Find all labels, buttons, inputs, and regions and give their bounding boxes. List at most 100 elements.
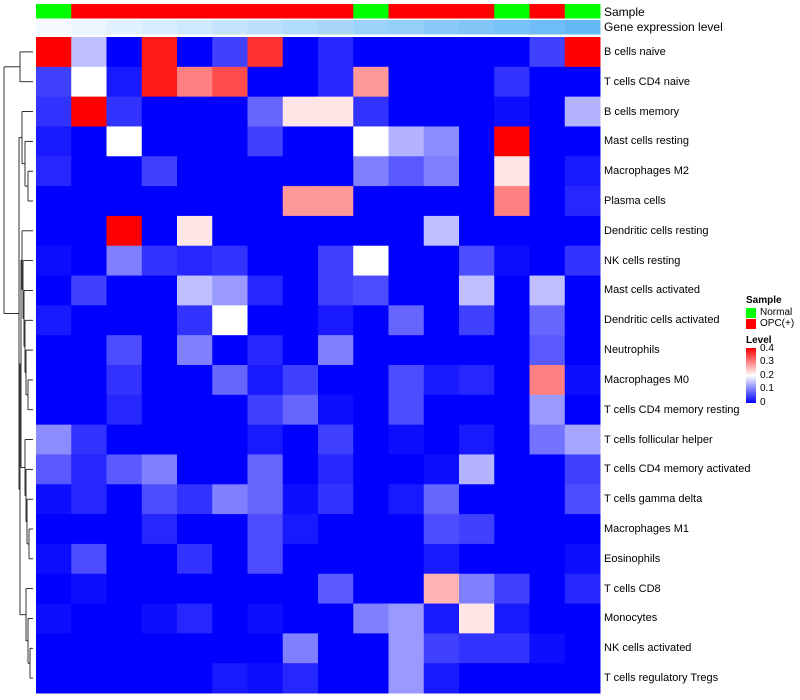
heatmap-cell — [36, 335, 72, 366]
heatmap-cell — [388, 365, 425, 396]
heatmap-cell — [388, 215, 425, 247]
heatmap-cell — [353, 186, 389, 217]
gene-level-annotation-cell — [212, 20, 248, 35]
heatmap-cell — [564, 663, 601, 694]
heatmap-cell — [388, 394, 425, 426]
row-label: B cells memory — [604, 105, 680, 118]
heatmap-cell — [106, 424, 143, 455]
heatmap-cell — [318, 514, 354, 545]
heatmap-cell — [494, 96, 530, 127]
row-label: Dendritic cells activated — [604, 314, 720, 327]
heatmap-cell — [247, 305, 284, 336]
heatmap-cell — [353, 633, 389, 664]
heatmap-cell — [212, 424, 248, 455]
heatmap-cell — [318, 484, 354, 515]
heatmap-cell — [529, 66, 566, 98]
heatmap-cell — [36, 514, 72, 545]
legend-tick-0-4: 0.4 — [760, 343, 774, 354]
heatmap-cell — [141, 663, 178, 694]
heatmap-cell — [247, 633, 284, 664]
heatmap-cell — [247, 66, 284, 98]
heatmap-cell — [318, 603, 354, 634]
heatmap-cell — [529, 514, 566, 545]
heatmap-cell — [459, 126, 495, 157]
heatmap-cell — [247, 335, 284, 366]
sample-annotation-cell — [282, 4, 319, 19]
heatmap-cell — [282, 126, 319, 157]
heatmap-cell — [141, 245, 178, 277]
heatmap-cell — [318, 37, 354, 68]
heatmap-cell — [282, 66, 319, 98]
heatmap-cell — [529, 186, 566, 217]
heatmap-cell — [459, 633, 495, 664]
heatmap-cell — [36, 37, 72, 68]
heatmap-cell — [212, 245, 248, 277]
row-label: Dendritic cells resting — [604, 224, 709, 237]
heatmap-cell — [71, 275, 107, 306]
heatmap-cell — [282, 96, 319, 127]
heatmap-cell — [282, 573, 319, 605]
heatmap-cell — [71, 394, 107, 426]
heatmap-cell — [177, 215, 213, 247]
heatmap-cell — [36, 186, 72, 217]
sample-annotation-cell — [141, 4, 178, 19]
row-label: Eosinophils — [604, 552, 661, 565]
gene-level-annotation-cell — [71, 20, 107, 35]
row-label: NK cells activated — [604, 642, 692, 655]
heatmap-cell — [459, 305, 495, 336]
heatmap-cell — [459, 156, 495, 187]
heatmap-cell — [36, 633, 72, 664]
heatmap-cell — [71, 305, 107, 336]
heatmap-cell — [212, 156, 248, 187]
heatmap-cell — [212, 215, 248, 247]
heatmap-cell — [494, 484, 530, 515]
heatmap-cell — [494, 573, 530, 605]
heatmap-cell — [71, 454, 107, 485]
heatmap-cell — [423, 186, 460, 217]
heatmap-cell — [388, 514, 425, 545]
heatmap-cell — [494, 633, 530, 664]
heatmap-cell — [247, 424, 284, 455]
heatmap-cell — [141, 484, 178, 515]
heatmap-cell — [212, 484, 248, 515]
heatmap-cell — [247, 126, 284, 157]
heatmap-cell — [388, 305, 425, 336]
row-label: T cells gamma delta — [604, 493, 703, 506]
heatmap-cell — [388, 543, 425, 575]
heatmap-cell — [318, 424, 354, 455]
heatmap-cell — [247, 514, 284, 545]
gene-level-annotation-cell — [36, 20, 72, 35]
heatmap-cell — [177, 424, 213, 455]
heatmap-cell — [494, 156, 530, 187]
heatmap-cell — [141, 305, 178, 336]
gene-level-annotation-cell — [529, 20, 566, 35]
heatmap-cell — [564, 275, 601, 306]
sample-annotation-cell — [494, 4, 530, 19]
heatmap-cell — [388, 603, 425, 634]
sample-annotation-cell — [247, 4, 284, 19]
heatmap-cell — [212, 96, 248, 127]
heatmap-cell — [353, 424, 389, 455]
heatmap-cell — [71, 126, 107, 157]
heatmap-cell — [177, 365, 213, 396]
row-label: Plasma cells — [604, 195, 666, 207]
heatmap-cell — [353, 663, 389, 694]
heatmap-cell — [353, 335, 389, 366]
heatmap-cell — [529, 37, 566, 68]
heatmap-cell — [459, 603, 495, 634]
heatmap-cell — [36, 156, 72, 187]
heatmap-cell — [494, 603, 530, 634]
heatmap-cell — [388, 633, 425, 664]
heatmap-cell — [459, 275, 495, 306]
heatmap-cell — [564, 96, 601, 127]
heatmap-cell — [247, 394, 284, 426]
sample-annotation-cell — [71, 4, 107, 19]
heatmap-cell — [459, 66, 495, 98]
heatmap-cell — [282, 603, 319, 634]
heatmap-cell — [282, 484, 319, 515]
heatmap-cell — [71, 66, 107, 98]
heatmap-cell — [423, 156, 460, 187]
heatmap-cell — [282, 633, 319, 664]
heatmap-cell — [564, 245, 601, 277]
